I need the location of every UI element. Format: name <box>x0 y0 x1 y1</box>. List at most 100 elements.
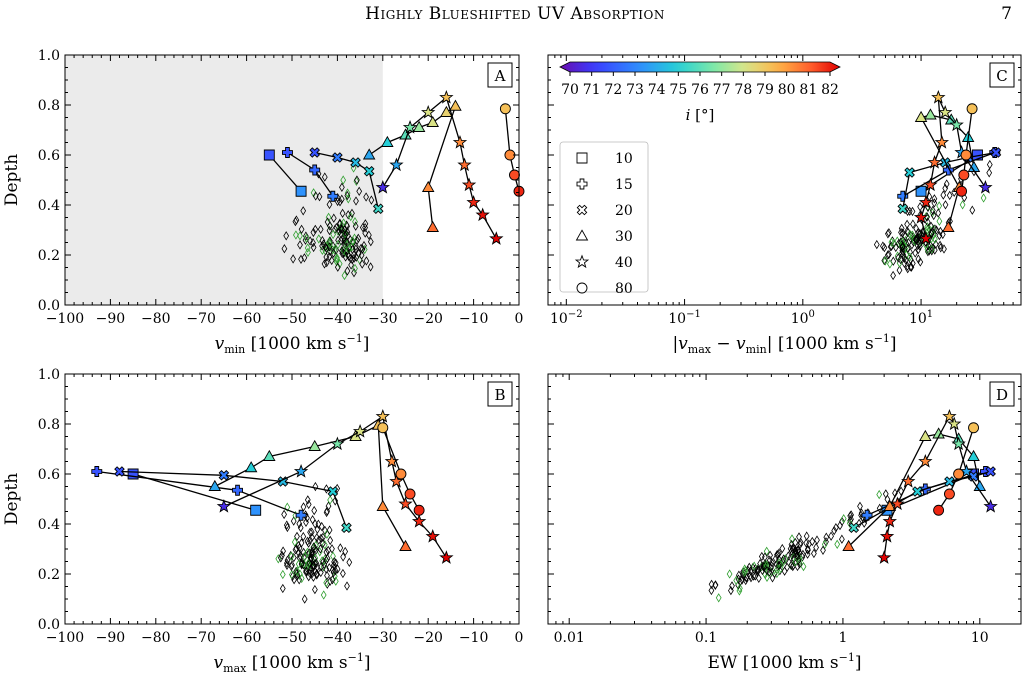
sample-point <box>811 548 817 559</box>
sample-point <box>367 262 374 272</box>
sample-point <box>881 255 888 266</box>
data-point-40-5 <box>452 134 468 149</box>
sample-point <box>736 570 742 580</box>
sample-point <box>359 259 366 269</box>
sample-point <box>907 247 913 257</box>
sample-point <box>326 563 333 573</box>
x-tick-label: 10 <box>971 630 989 646</box>
sample-point <box>339 224 345 234</box>
data-point-80-1 <box>960 149 972 161</box>
series-80 <box>499 103 525 197</box>
sample-point-green <box>330 229 336 240</box>
sample-point <box>803 538 810 548</box>
sample-point-green <box>349 236 356 246</box>
sample-point <box>882 489 889 499</box>
sample-point <box>941 244 947 254</box>
legend-label-10: 10 <box>615 151 633 167</box>
legend-label-20: 20 <box>615 203 633 219</box>
sample-point <box>937 240 943 250</box>
data-point-20-1 <box>332 152 343 163</box>
panel-label: D <box>996 386 1008 404</box>
sample-point <box>297 523 304 533</box>
x-tick-label: 10−1 <box>668 309 701 327</box>
sample-point <box>308 553 315 563</box>
x-tick-label: −70 <box>186 630 216 646</box>
sample-point <box>773 559 780 570</box>
data-point-40-6 <box>457 157 472 172</box>
sample-point <box>317 567 324 578</box>
sample-point <box>309 550 316 560</box>
x-tick-label: −30 <box>368 311 398 327</box>
sample-point <box>796 532 802 542</box>
sample-point <box>809 536 816 547</box>
sample-point <box>313 558 320 569</box>
x-tick-label: −60 <box>232 311 262 327</box>
background-sample <box>281 163 375 281</box>
data-point-15-2 <box>861 509 873 521</box>
sample-point <box>939 229 946 240</box>
data-point-20-3 <box>912 486 923 497</box>
sample-point <box>284 560 290 570</box>
colorbar-tick-label: 73 <box>626 82 644 98</box>
sample-point <box>321 259 328 269</box>
data-point-15-1 <box>942 164 954 176</box>
data-point-20-4 <box>897 203 909 215</box>
sample-point-green <box>751 561 758 571</box>
data-point-40-10 <box>439 550 454 564</box>
sample-point <box>303 517 309 527</box>
sample-point <box>344 227 351 237</box>
sample-point-green <box>930 230 937 240</box>
sample-point-green <box>297 231 303 241</box>
sample-point <box>767 550 773 560</box>
sample-point <box>324 506 330 516</box>
legend-marker-30 <box>575 229 589 241</box>
data-point-30-5 <box>440 105 453 117</box>
sample-point <box>298 560 305 570</box>
sample-point-green <box>304 243 311 253</box>
series-15 <box>91 466 307 521</box>
sample-point <box>322 242 329 252</box>
data-point-40-5 <box>934 134 950 149</box>
data-point-40-10 <box>918 231 934 245</box>
sample-point <box>897 254 904 265</box>
data-point-40-7 <box>890 496 905 511</box>
sample-point-green <box>334 253 340 263</box>
data-point-30-6 <box>842 539 855 551</box>
data-point-20-0 <box>985 466 996 477</box>
sample-point <box>746 562 753 572</box>
data-point-40-0 <box>978 179 993 194</box>
sample-point <box>795 545 802 555</box>
x-tick-label: −70 <box>186 311 216 327</box>
data-point-80-2 <box>404 488 416 500</box>
sample-point-green <box>331 245 338 255</box>
background-sample <box>873 159 993 281</box>
sample-point <box>937 226 944 237</box>
sample-point-green <box>305 247 311 257</box>
legend-marker-10 <box>576 152 588 164</box>
x-tick-label: −80 <box>141 311 171 327</box>
data-point-30-4 <box>919 429 932 441</box>
sample-point <box>301 594 308 604</box>
data-point-15-2 <box>327 190 339 202</box>
data-point-40-9 <box>425 528 440 543</box>
sample-point-green <box>763 560 770 571</box>
page-number: 7 <box>1001 4 1012 24</box>
data-point-40-1 <box>959 463 974 478</box>
sample-point <box>353 196 359 206</box>
sample-point <box>881 242 888 253</box>
sample-point <box>768 563 774 573</box>
sample-point <box>310 227 317 238</box>
x-tick-label: −20 <box>413 311 443 327</box>
data-point-30-0 <box>362 148 376 160</box>
sample-point-green <box>334 254 340 265</box>
data-point-15-0 <box>91 466 103 477</box>
sample-point <box>326 252 333 262</box>
sample-point-green <box>936 201 943 211</box>
sample-point <box>814 535 820 545</box>
y-tick-label: 0.8 <box>38 98 60 114</box>
sample-point-green <box>279 569 286 580</box>
data-point-40-0 <box>375 179 390 194</box>
x-tick-label: −30 <box>368 630 398 646</box>
sample-point <box>281 244 288 254</box>
sample-point <box>899 246 906 256</box>
